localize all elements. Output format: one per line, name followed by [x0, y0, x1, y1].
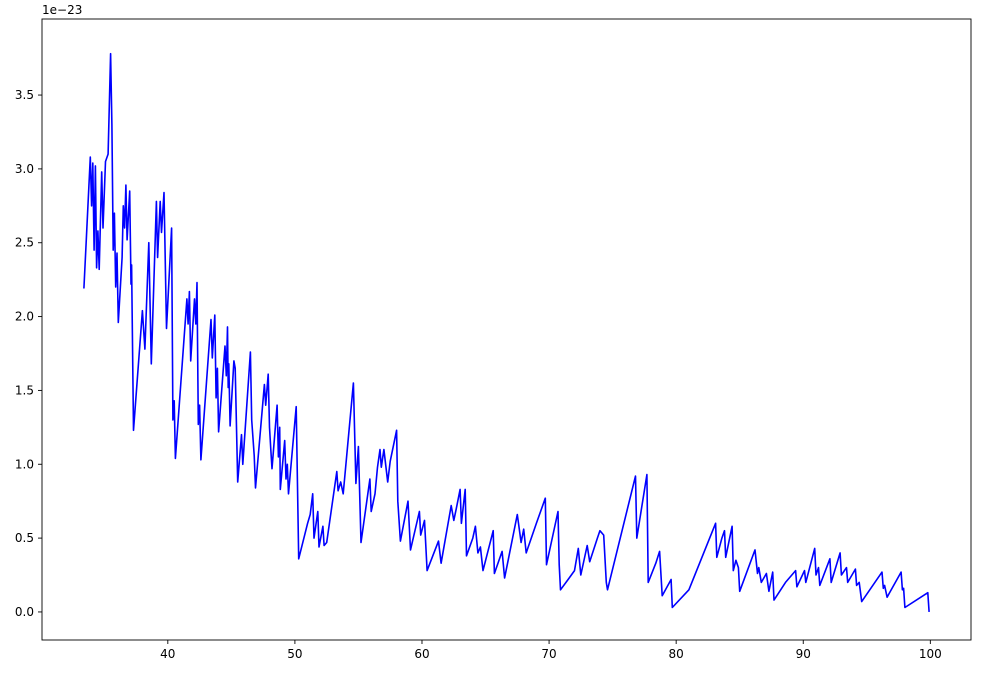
y-tick-label: 0.0 — [15, 605, 34, 619]
y-tick-label: 1.5 — [15, 383, 34, 397]
y-tick-label: 3.0 — [15, 162, 34, 176]
y-tick-label: 0.5 — [15, 531, 34, 545]
y-tick-label: 3.5 — [15, 88, 34, 102]
y-tick-label: 2.0 — [15, 310, 34, 324]
x-tick-label: 40 — [160, 647, 175, 661]
plot-frame — [41, 18, 972, 641]
y-tick-label: 1.0 — [15, 457, 34, 471]
x-tick-label: 70 — [541, 647, 556, 661]
x-tick-label: 100 — [919, 647, 942, 661]
x-tick-label: 60 — [414, 647, 429, 661]
x-tick-label: 50 — [287, 647, 302, 661]
y-multiplier-label: 1e−23 — [42, 3, 82, 17]
y-tick-label: 2.5 — [15, 236, 34, 250]
x-tick-label: 80 — [669, 647, 684, 661]
x-tick-label: 90 — [796, 647, 811, 661]
series-line — [83, 52, 930, 612]
